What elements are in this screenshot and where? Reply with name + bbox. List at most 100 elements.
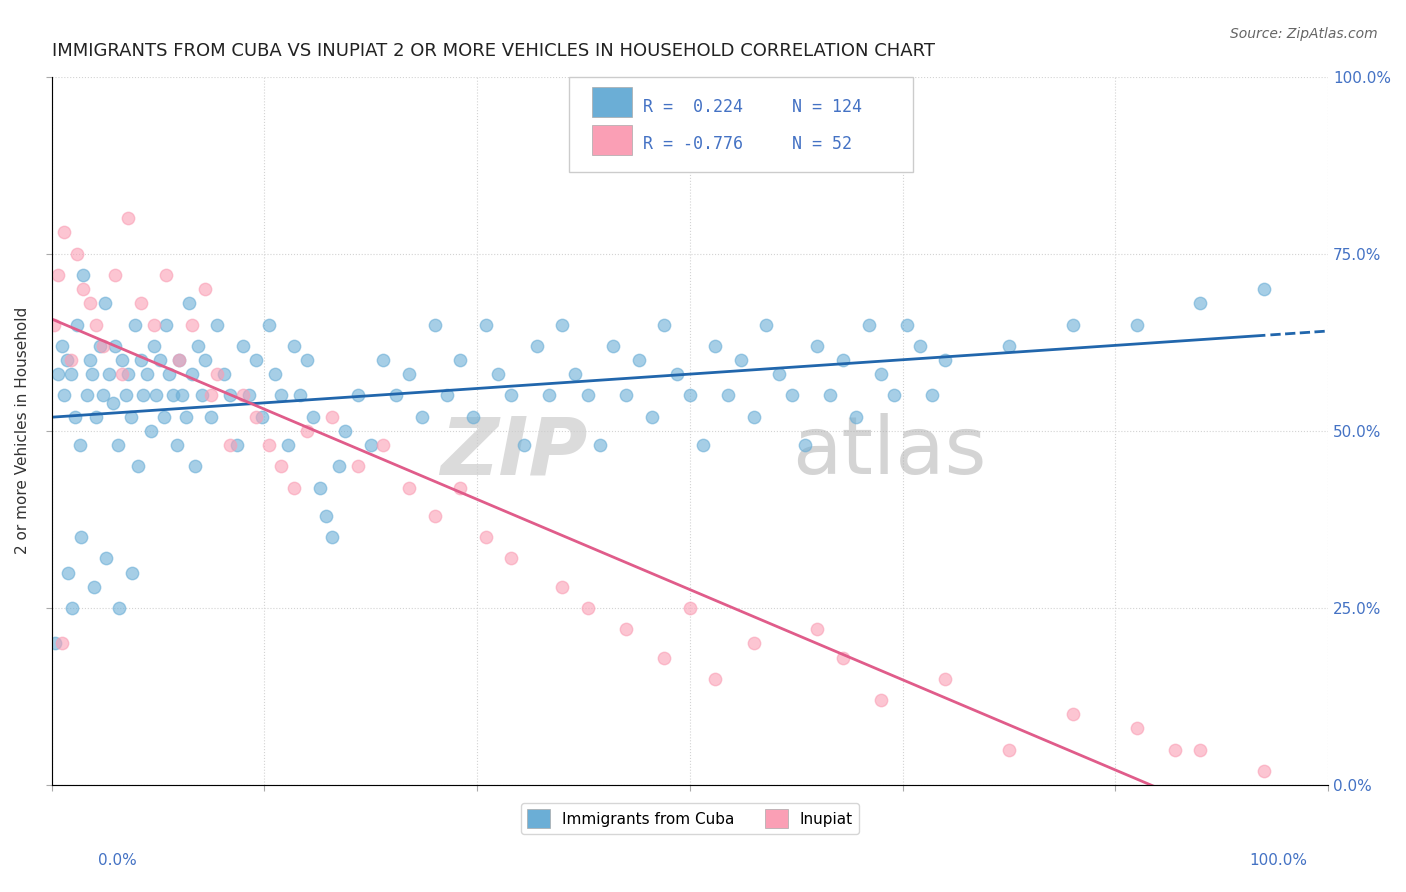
Point [832,353,855,368]
Text: atlas: atlas [792,413,987,491]
Point [63,409,86,424]
Point [238,388,260,402]
Point [602,339,624,353]
Point [219,388,242,402]
Text: ZIP: ZIP [440,413,588,491]
Point [640,409,662,424]
Point [104,268,127,282]
Point [652,650,675,665]
Point [1189,296,1212,310]
Point [56,353,79,368]
Point [704,672,727,686]
Point [780,388,803,402]
Point [181,318,204,332]
Point [449,353,471,368]
Point [129,296,152,310]
Point [921,388,943,402]
Point [142,339,165,353]
Point [576,388,599,402]
Point [1253,764,1275,778]
Point [194,353,217,368]
Legend: Immigrants from Cuba, Inupiat: Immigrants from Cuba, Inupiat [520,804,859,834]
Point [166,438,188,452]
Point [111,353,134,368]
Point [742,409,765,424]
Point [277,438,299,452]
Point [69,438,91,452]
Point [162,388,184,402]
Point [139,424,162,438]
Point [104,339,127,353]
Point [423,508,446,523]
Point [94,296,117,310]
Point [486,367,509,381]
Point [83,580,105,594]
Point [315,508,337,523]
FancyBboxPatch shape [592,87,633,117]
Point [79,296,101,310]
Point [1164,742,1187,756]
FancyBboxPatch shape [592,125,633,154]
Point [321,409,343,424]
Point [245,353,267,368]
Point [96,551,118,566]
Point [155,268,177,282]
Point [183,459,205,474]
Point [232,339,254,353]
Point [174,409,197,424]
Point [513,438,536,452]
Point [44,636,66,650]
Point [200,409,222,424]
Point [219,438,242,452]
Point [60,601,83,615]
Point [1125,722,1147,736]
Point [1125,318,1147,332]
Text: 100.0%: 100.0% [1250,854,1308,868]
Y-axis label: 2 or more Vehicles in Household: 2 or more Vehicles in Household [15,307,30,555]
Point [666,367,689,381]
Point [373,353,395,368]
Point [449,481,471,495]
Point [212,367,235,381]
Point [295,353,318,368]
Point [692,438,714,452]
Point [76,388,98,402]
Point [72,268,94,282]
Point [124,318,146,332]
Point [1062,707,1084,722]
Point [145,388,167,402]
Point [283,339,305,353]
Point [136,367,159,381]
Point [302,409,325,424]
Point [908,339,931,353]
Point [328,459,350,474]
Point [704,339,727,353]
Point [270,459,292,474]
Point [998,339,1021,353]
FancyBboxPatch shape [568,77,914,172]
Point [614,388,637,402]
Point [832,650,855,665]
Point [245,409,267,424]
Point [101,395,124,409]
Point [411,409,433,424]
Point [501,551,523,566]
Point [191,388,214,402]
Point [232,388,254,402]
Point [461,409,484,424]
Point [934,353,956,368]
Point [526,339,548,353]
Point [117,211,139,226]
Text: R = -0.776: R = -0.776 [643,136,742,153]
Point [398,481,420,495]
Point [51,636,73,650]
Point [998,742,1021,756]
Point [187,339,209,353]
Point [614,622,637,636]
Point [53,388,76,402]
Point [679,601,702,615]
Point [84,409,107,424]
Point [114,388,136,402]
Point [108,601,131,615]
Point [270,388,292,402]
